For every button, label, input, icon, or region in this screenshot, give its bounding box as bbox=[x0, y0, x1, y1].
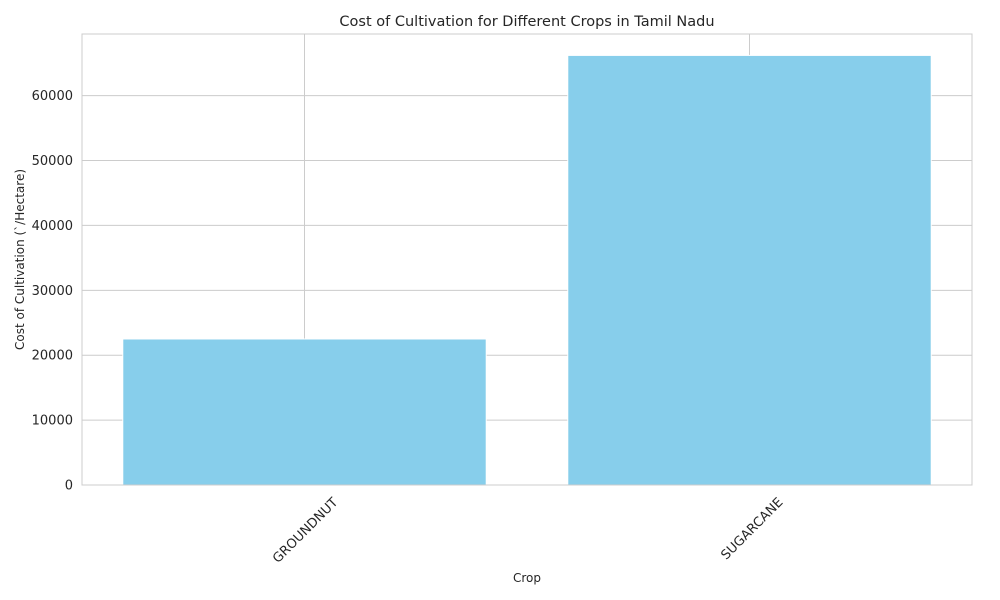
y-tick-label: 20000 bbox=[32, 349, 73, 364]
y-axis-label: Cost of Cultivation (`/Hectare) bbox=[13, 169, 27, 350]
bar-groundnut bbox=[122, 338, 487, 486]
x-tick-labels: GROUNDNUT SUGARCANE bbox=[270, 495, 786, 566]
x-tick-label: GROUNDNUT bbox=[270, 495, 341, 566]
x-axis-label: Crop bbox=[513, 571, 541, 585]
y-tick-label: 0 bbox=[65, 479, 73, 494]
y-tick-label: 60000 bbox=[32, 89, 73, 104]
y-tick-label: 40000 bbox=[32, 219, 73, 234]
y-tick-label: 30000 bbox=[32, 284, 73, 299]
plot-frame bbox=[81, 33, 973, 486]
y-tick-label: 10000 bbox=[32, 414, 73, 429]
chart-title: Cost of Cultivation for Different Crops … bbox=[339, 14, 714, 30]
bars bbox=[122, 54, 932, 486]
x-tick-label: SUGARCANE bbox=[718, 495, 786, 563]
bar-sugarcane bbox=[567, 54, 932, 486]
y-tick-label: 50000 bbox=[32, 154, 73, 169]
y-tick-labels: 0 10000 20000 30000 40000 50000 60000 bbox=[32, 89, 73, 493]
